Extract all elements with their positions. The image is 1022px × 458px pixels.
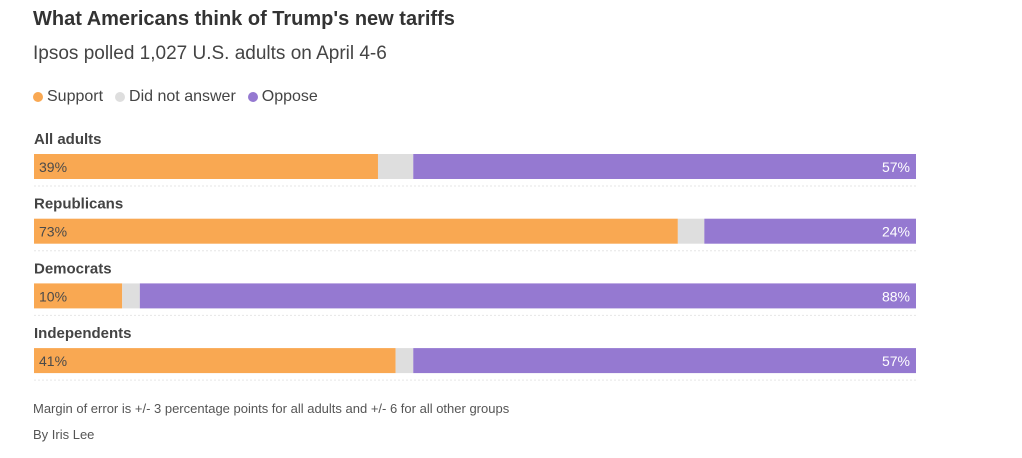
chart-title: What Americans think of Trump's new tari… — [33, 8, 455, 30]
value-label-support-all-adults: 39% — [39, 159, 67, 175]
category-label-independents: Independents — [34, 325, 132, 342]
bar-support-democrats — [34, 283, 123, 309]
value-label-oppose-independents: 57% — [882, 353, 910, 369]
legend-swatch-did-not-answer — [115, 92, 126, 102]
stacked-bar-chart: All adults 39% 57% Republicans 73% 24% Democra… — [34, 131, 917, 381]
value-label-oppose-all-adults: 57% — [882, 159, 910, 175]
bar-did-not-answer-independents — [395, 348, 414, 374]
bar-support-all-adults — [34, 154, 378, 179]
footnote-margin-of-error: Margin of error is +/- 3 percentage poin… — [33, 401, 510, 416]
legend-label-oppose: Oppose — [261, 88, 318, 105]
legend-item-did-not-answer: Did not answer — [115, 88, 236, 106]
bar-did-not-answer-republicans — [677, 218, 705, 244]
legend-swatch-oppose — [247, 92, 258, 102]
category-label-republicans: Republicans — [34, 196, 123, 213]
legend: Support Did not answer Oppose — [33, 88, 330, 106]
legend-label-did-not-answer: Did not answer — [129, 88, 236, 105]
bar-support-republicans — [34, 218, 678, 244]
byline: By Iris Lee — [33, 427, 95, 442]
category-label-democrats: Democrats — [34, 260, 112, 277]
value-label-oppose-republicans: 24% — [882, 224, 910, 240]
bar-oppose-independents — [413, 348, 916, 374]
legend-label-support: Support — [47, 88, 104, 105]
value-label-support-independents: 41% — [39, 353, 67, 369]
chart-subtitle: Ipsos polled 1,027 U.S. adults on April … — [33, 43, 387, 64]
legend-item-oppose: Oppose — [247, 88, 318, 106]
category-label-all-adults: All adults — [34, 131, 102, 148]
bar-did-not-answer-democrats — [122, 283, 140, 309]
value-label-oppose-democrats: 88% — [882, 288, 910, 304]
bar-oppose-all-adults — [413, 154, 916, 179]
legend-swatch-support — [33, 92, 43, 102]
bar-oppose-democrats — [139, 283, 917, 309]
value-label-support-democrats: 10% — [39, 288, 67, 304]
legend-item-support: Support — [33, 88, 103, 106]
value-label-support-republicans: 73% — [39, 224, 67, 240]
bar-support-independents — [34, 348, 396, 374]
bar-did-not-answer-all-adults — [377, 154, 414, 179]
bar-oppose-republicans — [704, 218, 916, 244]
